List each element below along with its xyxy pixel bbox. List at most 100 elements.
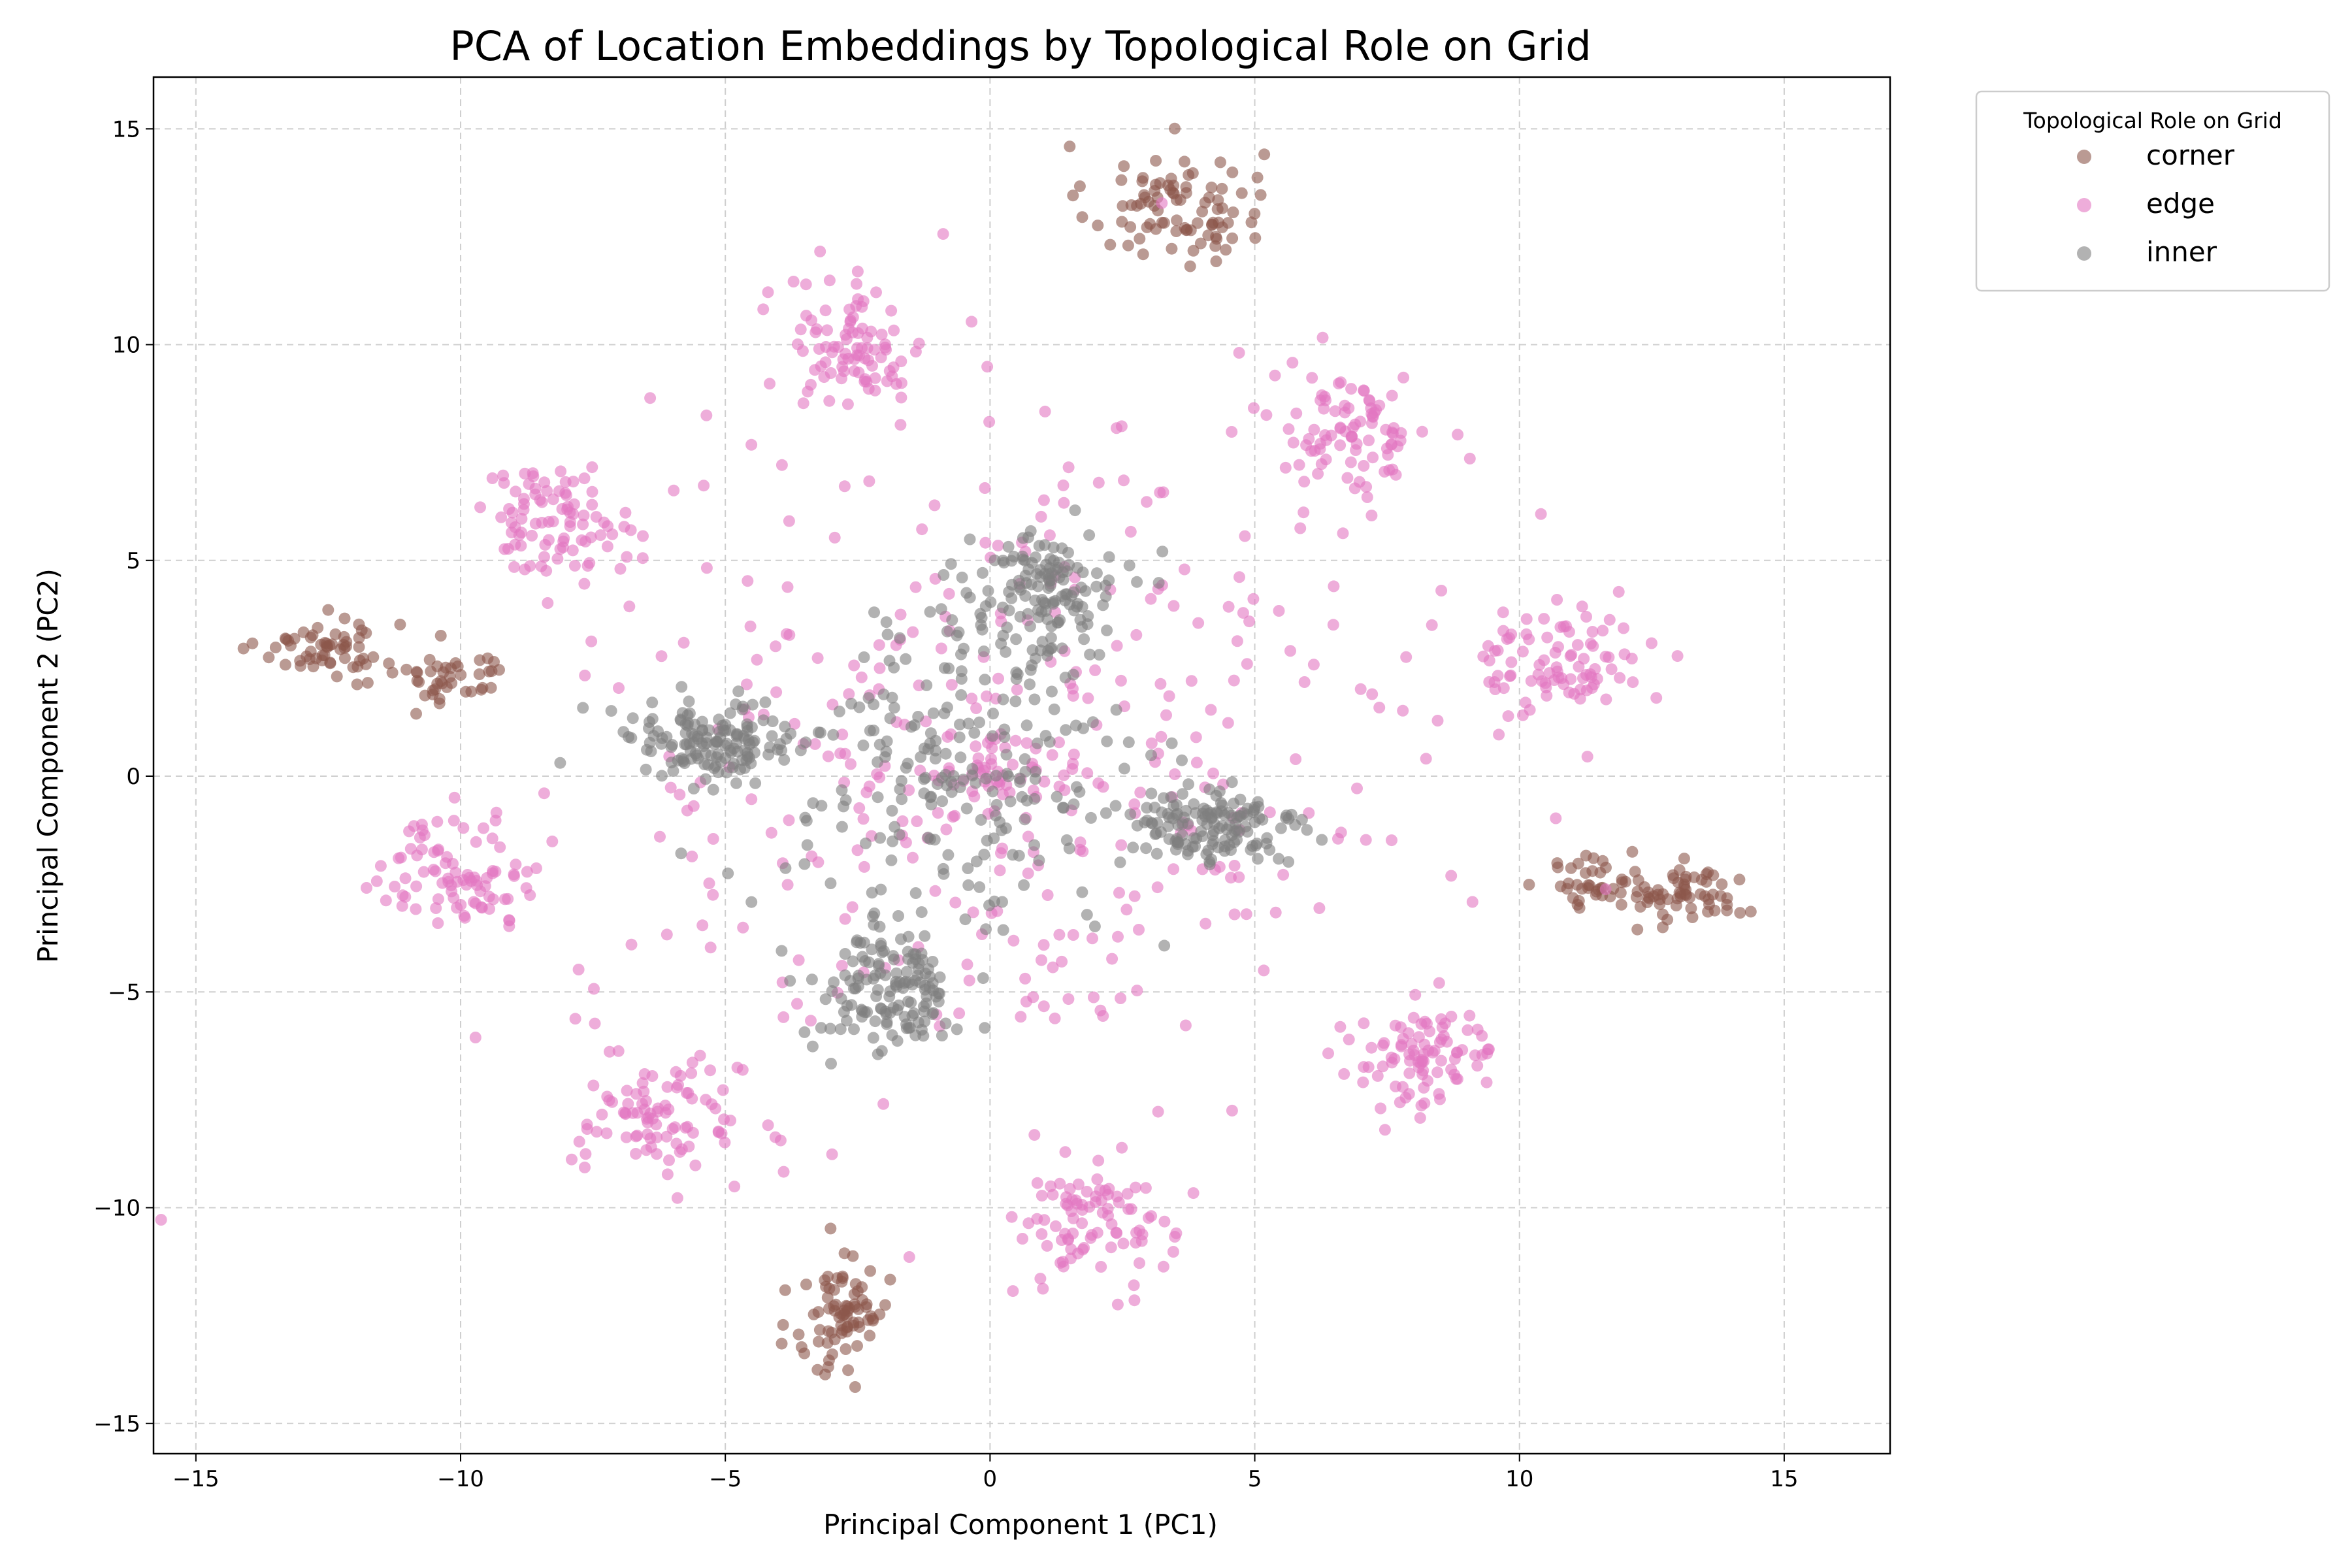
data-point <box>1306 372 1318 384</box>
data-point <box>353 641 365 653</box>
data-point <box>1115 839 1128 851</box>
data-point <box>1140 842 1152 855</box>
data-point <box>553 485 565 497</box>
data-point <box>745 896 758 908</box>
data-point <box>900 966 913 978</box>
data-point <box>1298 476 1311 488</box>
data-point <box>1067 189 1079 202</box>
scatter-points <box>155 122 1757 1393</box>
data-point <box>745 438 758 451</box>
data-point <box>983 899 995 911</box>
data-point <box>930 734 942 747</box>
data-point <box>949 809 961 822</box>
data-point <box>676 707 689 719</box>
data-point <box>848 365 860 377</box>
data-point <box>1145 593 1157 605</box>
data-point <box>1493 728 1505 741</box>
x-tick-label: −15 <box>172 1466 220 1492</box>
data-point <box>866 887 878 899</box>
data-point <box>1269 369 1281 382</box>
x-axis: −15 −10 −5 0 5 10 15 <box>172 1454 1799 1492</box>
data-point <box>731 745 743 758</box>
data-point <box>698 758 711 770</box>
data-point <box>970 855 983 868</box>
data-point <box>877 1098 890 1110</box>
data-point <box>1703 893 1714 906</box>
data-point <box>874 662 886 674</box>
data-point <box>879 1299 891 1311</box>
data-point <box>875 351 887 364</box>
data-point <box>1137 172 1149 184</box>
data-point <box>1059 672 1071 684</box>
data-point <box>741 718 753 730</box>
data-point <box>712 766 725 779</box>
data-point <box>840 794 852 806</box>
data-point <box>681 1120 694 1133</box>
data-point <box>888 324 900 336</box>
data-point <box>959 913 972 926</box>
data-point <box>644 392 657 404</box>
data-point <box>587 1079 600 1092</box>
data-point <box>704 941 717 954</box>
data-point <box>919 979 931 992</box>
data-point <box>717 724 730 736</box>
data-point <box>927 707 939 719</box>
data-point <box>834 747 847 760</box>
data-point <box>783 515 795 527</box>
data-point <box>1120 904 1133 916</box>
data-point <box>1587 640 1599 652</box>
data-point <box>1121 1188 1134 1200</box>
data-point <box>1021 737 1033 749</box>
data-point <box>833 706 845 717</box>
data-point <box>1551 594 1563 606</box>
data-point <box>1036 1190 1048 1202</box>
data-point <box>569 1013 581 1025</box>
data-point <box>1156 546 1169 558</box>
data-point <box>1062 1233 1074 1245</box>
data-point <box>770 686 783 698</box>
data-point <box>872 960 885 972</box>
data-point <box>566 1153 578 1166</box>
data-point <box>1007 759 1019 771</box>
data-point <box>1477 650 1490 662</box>
data-point <box>1111 1190 1123 1203</box>
data-point <box>779 862 792 874</box>
data-point <box>1452 429 1464 441</box>
data-point <box>1365 1041 1378 1054</box>
data-point <box>1614 672 1626 684</box>
data-point <box>815 1022 827 1034</box>
data-point <box>839 913 851 925</box>
data-point <box>1435 585 1448 596</box>
y-tick-label: 5 <box>126 548 140 574</box>
data-point <box>1294 522 1307 534</box>
data-point <box>1022 830 1034 843</box>
data-point <box>1024 678 1036 691</box>
data-point <box>1574 693 1586 705</box>
data-point <box>857 813 870 825</box>
data-point <box>840 329 852 341</box>
data-point <box>855 1004 868 1016</box>
data-point <box>826 1148 838 1160</box>
data-point <box>982 585 994 597</box>
data-point <box>1011 683 1023 696</box>
data-point <box>1386 389 1398 402</box>
data-point <box>1590 889 1602 901</box>
data-point <box>1177 788 1188 800</box>
data-point <box>687 800 700 812</box>
data-point <box>963 974 975 987</box>
data-point <box>869 384 881 397</box>
data-point <box>621 551 633 563</box>
data-point <box>966 693 978 705</box>
data-point <box>1028 839 1041 851</box>
data-point <box>1618 648 1631 661</box>
data-point <box>1056 642 1068 655</box>
data-point <box>811 652 824 664</box>
data-point <box>1031 1177 1043 1189</box>
data-point <box>873 639 885 651</box>
data-point <box>510 485 522 498</box>
data-point <box>956 571 968 583</box>
data-point <box>495 511 508 523</box>
data-point <box>1358 460 1370 472</box>
data-point <box>1033 540 1045 552</box>
data-point <box>614 563 627 575</box>
